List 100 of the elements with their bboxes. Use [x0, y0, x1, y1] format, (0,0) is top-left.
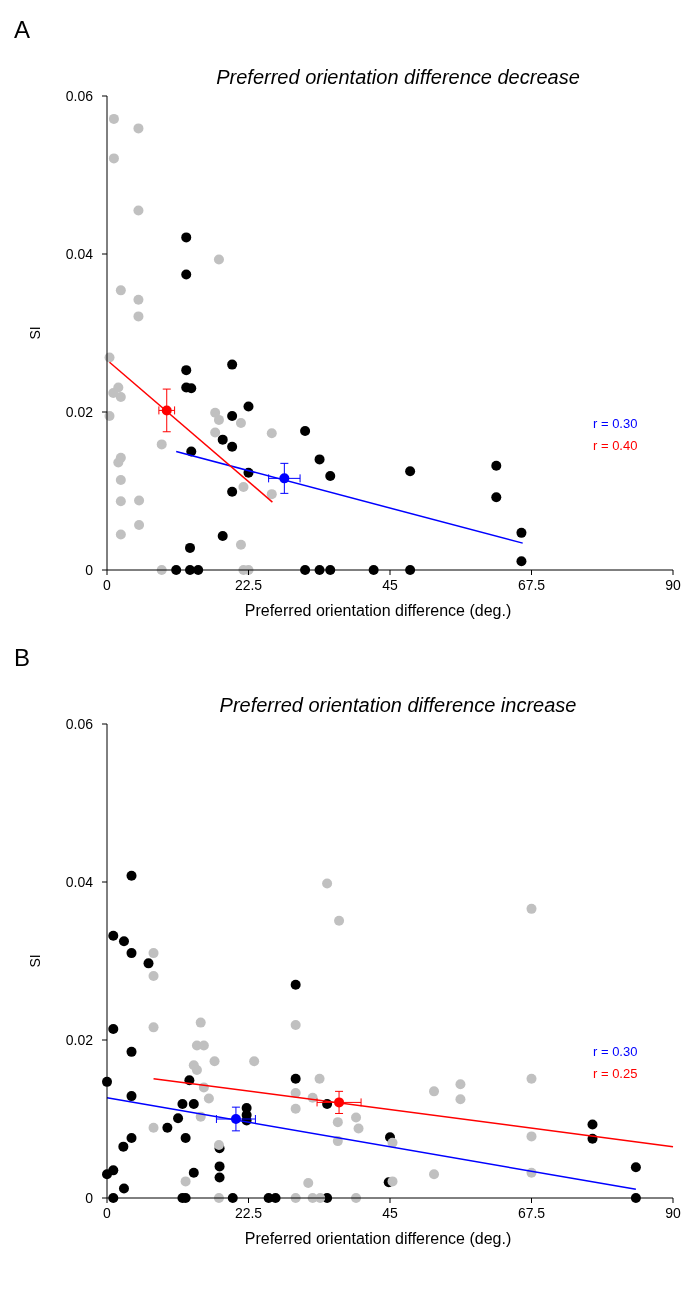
point	[108, 1165, 119, 1176]
text: A	[14, 16, 31, 43]
point	[227, 359, 238, 370]
point	[235, 539, 246, 550]
point	[587, 1119, 598, 1130]
text: B	[14, 644, 31, 671]
point	[238, 482, 249, 493]
point	[526, 1131, 537, 1142]
point	[314, 1073, 325, 1084]
y-tick-label: 0.02	[65, 1032, 94, 1048]
point	[429, 1086, 440, 1097]
y-tick-label: 0.02	[65, 404, 94, 420]
chart-title: Preferred orientation difference decrease	[216, 66, 580, 88]
point	[181, 232, 192, 243]
point	[115, 474, 126, 485]
y-tick-label: 0.06	[65, 716, 94, 732]
point	[115, 496, 126, 507]
x-axis-title: Preferred orientation difference (deg.)	[244, 1230, 512, 1247]
point	[148, 948, 159, 959]
text: r = 0.25	[593, 1065, 638, 1081]
point	[115, 285, 126, 296]
point	[118, 936, 129, 947]
x-tick-label: 90	[665, 577, 681, 593]
point	[332, 1117, 343, 1128]
point	[266, 428, 277, 439]
point	[134, 495, 145, 506]
point	[177, 1098, 188, 1109]
point	[126, 870, 137, 881]
point	[455, 1094, 466, 1105]
point	[630, 1162, 641, 1173]
point	[108, 1023, 119, 1034]
point	[266, 489, 277, 500]
point	[185, 542, 196, 553]
x-axis-title: Preferred orientation difference (deg.)	[244, 602, 512, 619]
point	[162, 1122, 173, 1133]
point	[290, 1019, 301, 1030]
point	[148, 1022, 159, 1033]
point	[227, 410, 238, 421]
point	[209, 1056, 220, 1067]
point	[148, 971, 159, 982]
point	[334, 915, 345, 926]
point	[203, 1093, 214, 1104]
point	[210, 427, 221, 438]
point	[290, 979, 301, 990]
point	[126, 1046, 137, 1057]
text: r = 0.30	[593, 1043, 638, 1059]
y-tick-label: 0	[85, 1190, 94, 1206]
point	[217, 434, 228, 445]
point	[491, 492, 502, 503]
point	[314, 454, 325, 465]
x-tick-label: 90	[665, 1205, 681, 1221]
point	[214, 1172, 225, 1183]
point	[290, 1073, 301, 1084]
x-tick-label: 67.5	[517, 1205, 546, 1221]
point	[108, 153, 119, 164]
point	[351, 1112, 362, 1123]
point	[108, 113, 119, 124]
point	[213, 414, 224, 425]
point	[516, 556, 527, 567]
y-tick-label: 0.06	[65, 88, 94, 104]
point	[143, 958, 154, 969]
point	[214, 1161, 225, 1172]
point	[188, 1167, 199, 1178]
point	[303, 1177, 314, 1188]
y-tick-label: 0	[85, 562, 94, 578]
x-tick-label: 45	[382, 1205, 398, 1221]
point	[115, 529, 126, 540]
point	[195, 1017, 206, 1028]
point	[235, 418, 246, 429]
point	[156, 439, 167, 450]
point	[118, 1141, 129, 1152]
point	[115, 391, 126, 402]
point	[325, 470, 336, 481]
x-tick-label: 45	[382, 577, 398, 593]
point	[113, 457, 124, 468]
point	[526, 1073, 537, 1084]
point	[455, 1079, 466, 1090]
point	[133, 294, 144, 305]
point	[300, 425, 311, 436]
y-axis-title: SI	[27, 326, 43, 340]
point	[133, 311, 144, 322]
point	[429, 1169, 440, 1180]
point	[108, 388, 119, 399]
y-tick-label: 0.04	[65, 874, 94, 890]
point	[180, 1176, 191, 1187]
point	[217, 531, 228, 542]
point	[191, 1065, 202, 1076]
x-tick-label: 22.5	[234, 577, 263, 593]
point	[249, 1056, 260, 1067]
x-tick-label: 67.5	[517, 577, 546, 593]
point	[108, 930, 119, 941]
point	[227, 486, 238, 497]
point	[148, 1122, 159, 1133]
y-axis-title: SI	[27, 954, 43, 968]
x-tick-label: 0	[103, 1205, 112, 1221]
point	[126, 948, 137, 959]
point	[387, 1176, 398, 1187]
point	[133, 205, 144, 216]
point	[353, 1123, 364, 1134]
text: r = 0.40	[593, 437, 638, 453]
